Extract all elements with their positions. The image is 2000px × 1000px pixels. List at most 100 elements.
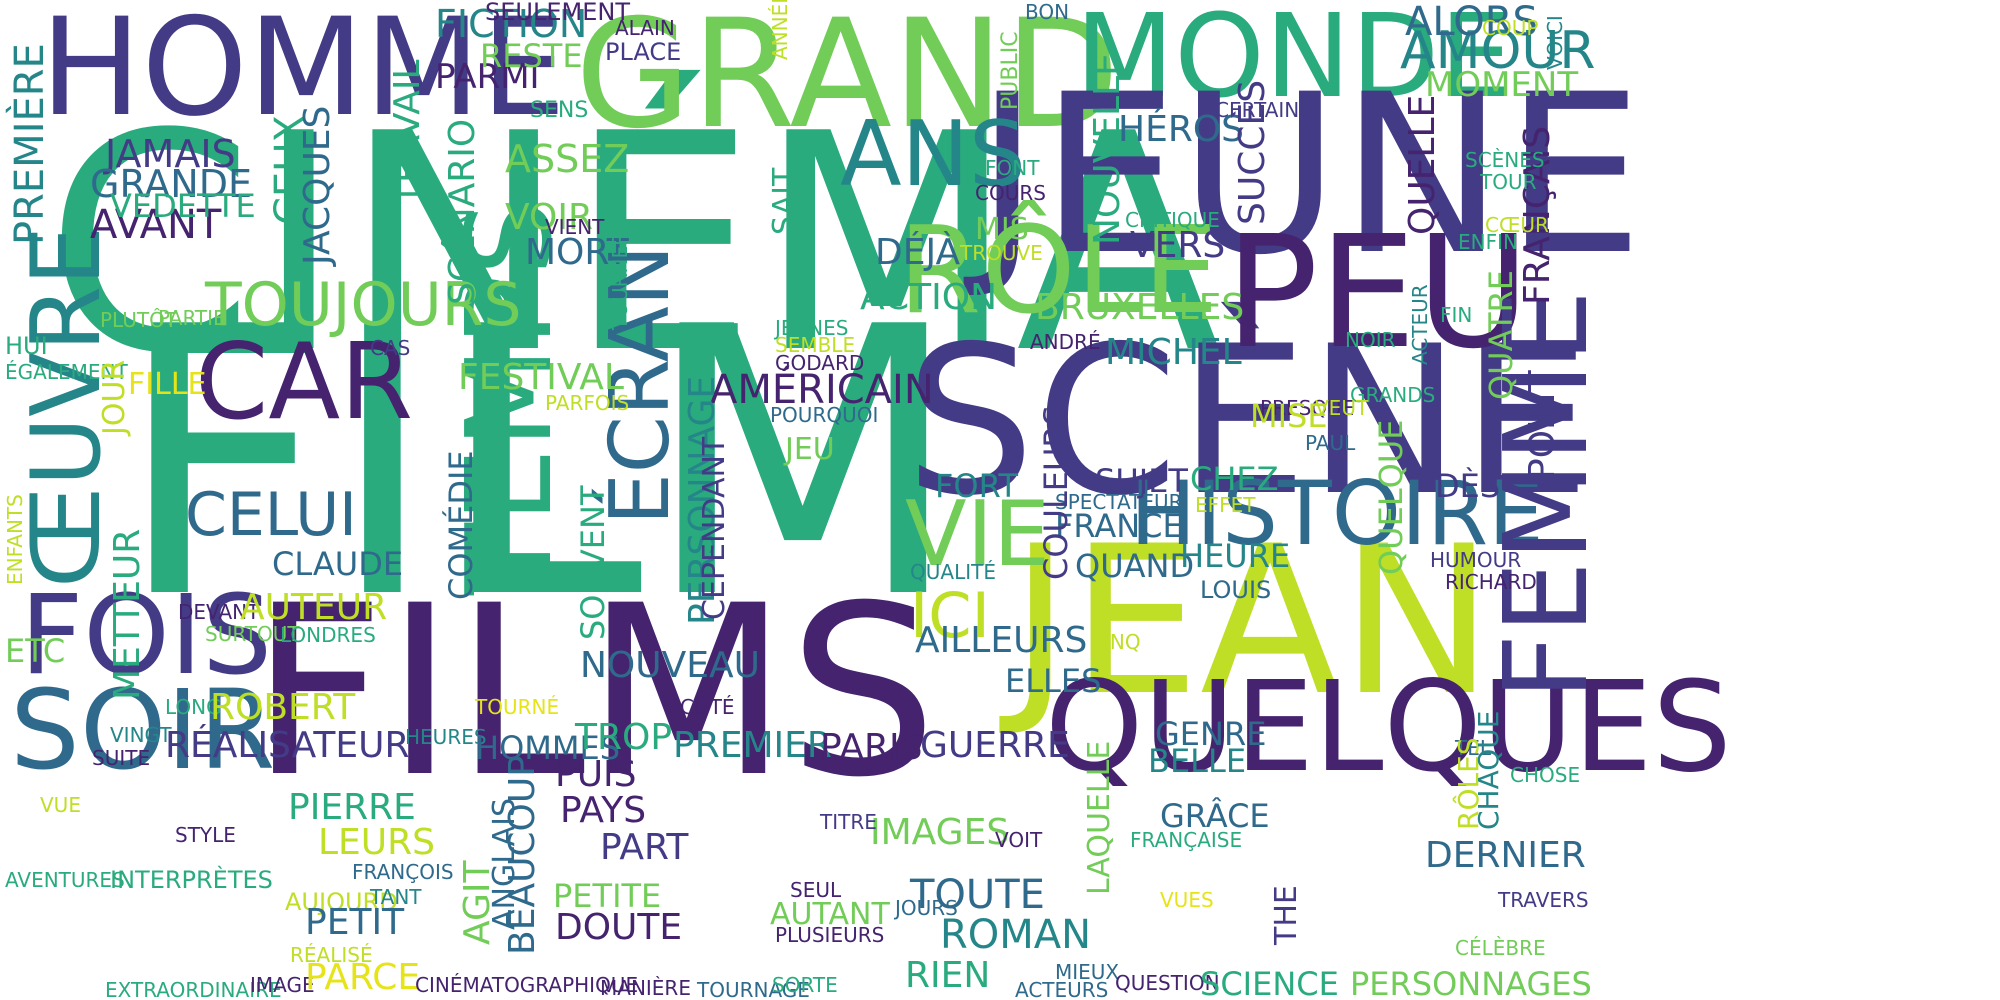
word-the: THE [1269, 885, 1304, 945]
word-auteur: AUTEUR [240, 587, 388, 628]
word-autant: AUTANT [770, 897, 890, 932]
word-jours: JOURS [895, 896, 958, 920]
word-vedette: VEDETTE [110, 187, 256, 225]
word-qualite: QUALITÉ [910, 560, 996, 584]
word-scenes: SCÈNES [1465, 148, 1545, 172]
word-comedie: COMÉDIE [442, 450, 480, 600]
word-jacques: JACQUES [297, 105, 338, 265]
word-fin: FIN [1440, 303, 1473, 327]
word-vingt: VINGT [110, 723, 172, 747]
word-effet: EFFET [1195, 493, 1256, 517]
word-paul: PAUL [1305, 431, 1356, 455]
word-monde: MONDE [1075, 0, 1512, 124]
word-alors: ALORS [1405, 0, 1538, 45]
word-aujourd: AUJOURD [285, 888, 398, 916]
word-jeune: JEUNE [975, 47, 1644, 303]
word-tant: TANT [370, 885, 422, 909]
word-vers: VERS [1130, 225, 1226, 266]
word-car: CAR [195, 321, 414, 443]
word-sens: SENS [530, 98, 589, 123]
word-soir: SOIR [10, 666, 276, 794]
word-voir: VOIR [505, 197, 593, 238]
word-titre: TITRE [820, 810, 877, 834]
word-trouve: TROUVE [960, 241, 1043, 265]
word-jamais: JAMAIS [105, 132, 236, 176]
word-mise: MISE [1250, 397, 1328, 435]
word-ici: ICI [910, 579, 990, 652]
word-petite: PETITE [553, 877, 662, 915]
word-reste: RESTE [480, 37, 583, 75]
word-tourne: TOURNÉ [475, 695, 560, 719]
word-vient: VIENT [545, 215, 605, 239]
word-humour: HUMOUR [1430, 548, 1522, 572]
word-godard: GODARD [775, 351, 865, 375]
word-pays: PAYS [560, 790, 647, 831]
word-veut: VEUT [1315, 396, 1369, 420]
word-homme: HOMME [40, 0, 567, 146]
word-parmi: PARMI [435, 57, 540, 97]
word-role: RÔLE [898, 202, 1219, 341]
word-vues: VUES [1160, 888, 1214, 912]
word-paris: PARIS [820, 727, 923, 768]
word-font: FONT [985, 156, 1040, 180]
word-robert: ROBERT [210, 687, 356, 728]
word-images: IMAGES [870, 812, 1010, 853]
word-point: POINT [1522, 370, 1563, 480]
word-plusieurs: PLUSIEURS [775, 923, 885, 947]
word-quelque: QUELQUE [1372, 419, 1410, 575]
word-elles: ELLES [1005, 662, 1102, 700]
word-grace: GRÂCE [1160, 797, 1270, 835]
word-seul: SEUL [790, 878, 842, 902]
word-richard: RICHARD [1445, 570, 1537, 594]
word-toujours: TOUJOURS [205, 270, 522, 340]
word-travers: TRAVERS [1498, 888, 1589, 912]
word-cinema: CINÉMA [45, 70, 1221, 419]
word-sujet: SUJET [1095, 462, 1188, 500]
word-chose: CHOSE [1510, 763, 1581, 787]
word-fiction: FICTION [435, 2, 588, 46]
word-toute: TOUTE [910, 872, 1045, 918]
word-andre: ANDRÉ [1030, 330, 1101, 354]
word-londres: LONDRES [280, 623, 376, 647]
word-tour: TOUR [1480, 170, 1537, 194]
word-action: ACTION [860, 277, 998, 318]
word-grand: GRAND [575, 0, 1120, 162]
word-critique: CRITIQUE [1125, 208, 1220, 232]
word-michel: MICHEL [1105, 332, 1242, 373]
word-partie: PARTIE [158, 306, 226, 330]
word-question: QUESTION [1115, 971, 1220, 995]
word-assez: ASSEZ [505, 137, 630, 181]
word-deja: DÉJÀ [875, 232, 961, 273]
word-roman: ROMAN [940, 912, 1092, 958]
word-hommes: HOMMES [475, 729, 620, 767]
word-leurs: LEURS [318, 822, 436, 863]
word-scenario: SCÉNARIO [442, 118, 483, 305]
word-cinq: CINQ [1090, 630, 1141, 654]
word-extraordinaire: EXTRAORDINAIRE [105, 978, 282, 1000]
word-sorte: SORTE [772, 973, 838, 997]
word-cependant: CEPENDANT [697, 436, 732, 620]
word-enfants: ENFANTS [3, 494, 27, 585]
word-claude: CLAUDE [272, 545, 404, 583]
word-des: DÈS [1435, 467, 1501, 505]
word-films: FILMS [250, 556, 938, 829]
word-francois: FRANÇOIS [352, 860, 454, 884]
word-festival: FESTIVAL [458, 357, 624, 398]
word-doute: DOUTE [555, 907, 683, 948]
word-louis: LOUIS [1200, 576, 1272, 604]
word-etc: ETC [5, 632, 66, 670]
word-heures: HEURES [405, 725, 487, 749]
word-surtout: SURTOUT [205, 622, 300, 646]
word-avant: AVANT [90, 202, 222, 248]
word-hui: HUI [5, 332, 48, 360]
word-pierre: PIERRE [288, 787, 416, 828]
word-tournage: TOURNAGE [697, 978, 810, 1000]
word-egalement: ÉGALEMENT [5, 360, 128, 384]
word-style: STYLE [175, 823, 236, 847]
word-guerre: GUERRE [920, 725, 1070, 766]
word-presque: PRESQUE [1260, 396, 1355, 420]
word-noir: NOIR [1345, 328, 1396, 352]
word-chaque: CHAQUE [1472, 710, 1505, 831]
word-image: IMAGE [250, 973, 315, 997]
